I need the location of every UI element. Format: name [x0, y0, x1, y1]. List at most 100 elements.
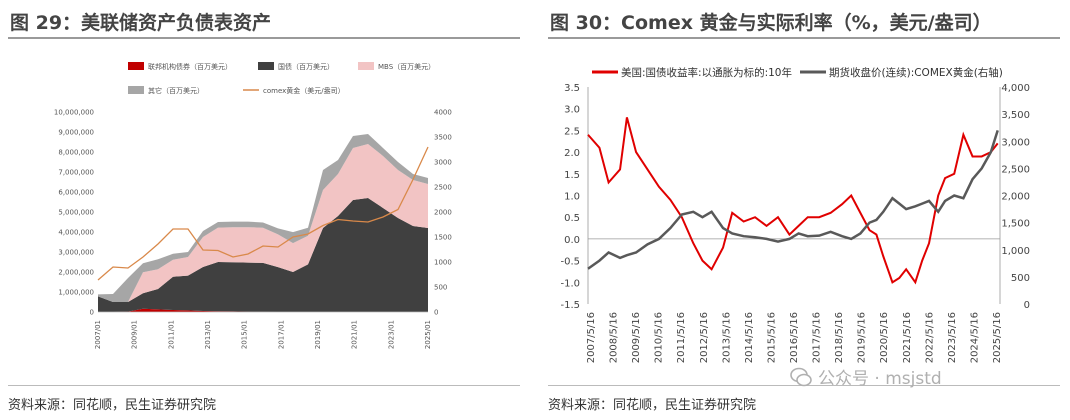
y-left-tick-1: 1,000,000 — [58, 289, 94, 297]
x-tick-10: 2017/5/16 — [812, 312, 823, 363]
y-left-tick-7: 7,000,000 — [58, 169, 94, 177]
right-chart: 美国:国债收益率:以通胀为标的:10年 期货收盘价(连续):COMEX黄金(右轴)… — [560, 66, 1030, 363]
x-tick-8: 2015/5/16 — [766, 312, 777, 363]
area-series-2 — [98, 143, 428, 302]
x-tick-5: 2012/5/16 — [699, 312, 710, 363]
y-right-tick-1: 500 — [1011, 273, 1030, 284]
y-left-tick-4: 4,000,000 — [58, 229, 94, 237]
right-title-rule — [548, 37, 1060, 39]
left-figure-title: 图 29：美联储资产负债表资产 — [10, 12, 272, 34]
y-left-tick-3: 3,000,000 — [58, 249, 94, 257]
x-tick-0: 2007/5/16 — [586, 312, 597, 363]
left-source-rule — [8, 385, 520, 386]
x-tick-15: 2022/5/16 — [924, 312, 935, 363]
x-tick-8: 2023/01 — [387, 320, 395, 349]
x-tick-14: 2021/5/16 — [902, 312, 913, 363]
y-right-tick-6: 3000 — [434, 159, 452, 167]
y-left-tick-5: 5,000,000 — [58, 209, 94, 217]
x-tick-3: 2010/5/16 — [654, 312, 665, 363]
right-source: 资料来源：同花顺，民生证券研究院 — [548, 398, 757, 413]
x-tick-4: 2011/5/16 — [676, 312, 687, 363]
legend-label-3: 其它（百万美元） — [148, 86, 204, 95]
y-left-tick-1: -1.0 — [560, 278, 580, 289]
watermark: 公众号 · msjstd — [790, 364, 942, 389]
left-panel: 图 29：美联储资产负债表资产 联邦机构债券（百万美元） 国债（百万美元） MBS（… — [0, 0, 530, 420]
y-left-tick-10: 3.5 — [564, 83, 580, 94]
y-left-tick-9: 3.0 — [564, 105, 580, 116]
x-tick-1: 2009/01 — [131, 320, 139, 349]
x-tick-9: 2016/5/16 — [789, 312, 800, 363]
x-tick-5: 2017/01 — [277, 320, 285, 349]
y-left-tick-10: 10,000,000 — [54, 109, 94, 117]
right-panel: 图 30：Comex 黄金与实际利率（%，美元/盎司） 美国:国债收益率:以通胀… — [540, 0, 1070, 420]
y-left-tick-2: 2,000,000 — [58, 269, 94, 277]
left-title-rule — [8, 37, 520, 39]
y-left-tick-2: -0.5 — [560, 257, 580, 268]
y-right-tick-3: 1500 — [434, 234, 452, 242]
area-series-3 — [98, 133, 428, 302]
legend-swatch-0 — [128, 62, 144, 70]
y-right-tick-7: 3,500 — [1001, 110, 1030, 121]
x-tick-18: 2025/5/16 — [992, 312, 1003, 363]
legend-label-gold: 期货收盘价(连续):COMEX黄金(右轴) — [829, 66, 1003, 79]
left-chart: 联邦机构债券（百万美元） 国债（百万美元） MBS（百万美元） 其它（百万美元） com… — [54, 62, 452, 349]
legend-swatch-3 — [128, 86, 144, 94]
y-right-tick-6: 3,000 — [1001, 137, 1030, 148]
x-tick-1: 2008/5/16 — [609, 312, 620, 363]
y-left-tick-9: 9,000,000 — [58, 129, 94, 137]
x-tick-17: 2024/5/16 — [969, 312, 980, 363]
y-right-tick-4: 2,000 — [1001, 192, 1030, 203]
x-tick-7: 2021/01 — [351, 320, 359, 349]
legend-swatch-1 — [258, 62, 274, 70]
y-right-tick-1: 500 — [434, 284, 447, 292]
gold-price-line — [587, 130, 999, 270]
x-tick-13: 2020/5/16 — [879, 312, 890, 363]
x-tick-6: 2013/5/16 — [721, 312, 732, 363]
y-left-tick-5: 1.0 — [564, 192, 580, 203]
y-right-tick-8: 4000 — [434, 109, 452, 117]
right-figure-title: 图 30：Comex 黄金与实际利率（%，美元/盎司） — [550, 12, 992, 34]
x-tick-3: 2013/01 — [204, 320, 212, 349]
y-left-tick-3: 0.0 — [564, 235, 580, 246]
y-left-tick-8: 2.5 — [564, 126, 580, 137]
legend-label-real-rate: 美国:国债收益率:以通胀为标的:10年 — [621, 66, 792, 79]
x-tick-2: 2009/5/16 — [631, 312, 642, 363]
y-left-tick-0: -1.5 — [560, 300, 580, 311]
y-right-tick-2: 1000 — [434, 259, 452, 267]
x-tick-2: 2011/01 — [167, 320, 175, 349]
y-right-tick-3: 1,500 — [1001, 219, 1030, 230]
y-left-tick-6: 1.5 — [564, 170, 580, 181]
x-tick-11: 2018/5/16 — [834, 312, 845, 363]
watermark-text: 公众号 · msjstd — [818, 369, 942, 389]
y-right-tick-4: 2000 — [434, 209, 452, 217]
y-right-tick-7: 3500 — [434, 134, 452, 142]
gold-line — [97, 146, 429, 281]
x-tick-12: 2019/5/16 — [857, 312, 868, 363]
y-left-tick-8: 8,000,000 — [58, 149, 94, 157]
y-right-tick-0: 0 — [434, 309, 438, 317]
legend-label-gold: comex黄金（美元/盎司） — [263, 86, 345, 95]
x-tick-16: 2023/5/16 — [947, 312, 958, 363]
area-series-1 — [98, 197, 428, 312]
x-tick-9: 2025/01 — [424, 320, 432, 349]
y-left-tick-7: 2.0 — [564, 148, 580, 159]
area-series-0 — [98, 308, 428, 312]
y-left-tick-4: 0.5 — [564, 213, 580, 224]
legend-label-2: MBS（百万美元） — [378, 62, 435, 71]
y-left-tick-6: 6,000,000 — [58, 189, 94, 197]
y-right-tick-5: 2500 — [434, 184, 452, 192]
y-right-tick-2: 1,000 — [1001, 246, 1030, 257]
x-tick-7: 2014/5/16 — [744, 312, 755, 363]
y-right-tick-0: 0 — [1024, 300, 1030, 311]
y-left-tick-0: 0 — [90, 309, 94, 317]
legend-label-1: 国债（百万美元） — [278, 62, 334, 71]
left-source: 资料来源：同花顺，民生证券研究院 — [8, 398, 217, 413]
legend-label-0: 联邦机构债券（百万美元） — [148, 62, 232, 71]
wechat-icon — [790, 367, 812, 386]
y-right-tick-8: 4,000 — [1001, 83, 1030, 94]
x-tick-0: 2007/01 — [94, 320, 102, 349]
real-rate-line — [587, 117, 999, 285]
legend-swatch-2 — [358, 62, 374, 70]
x-tick-4: 2015/01 — [241, 320, 249, 349]
y-right-tick-5: 2,500 — [1001, 164, 1030, 175]
